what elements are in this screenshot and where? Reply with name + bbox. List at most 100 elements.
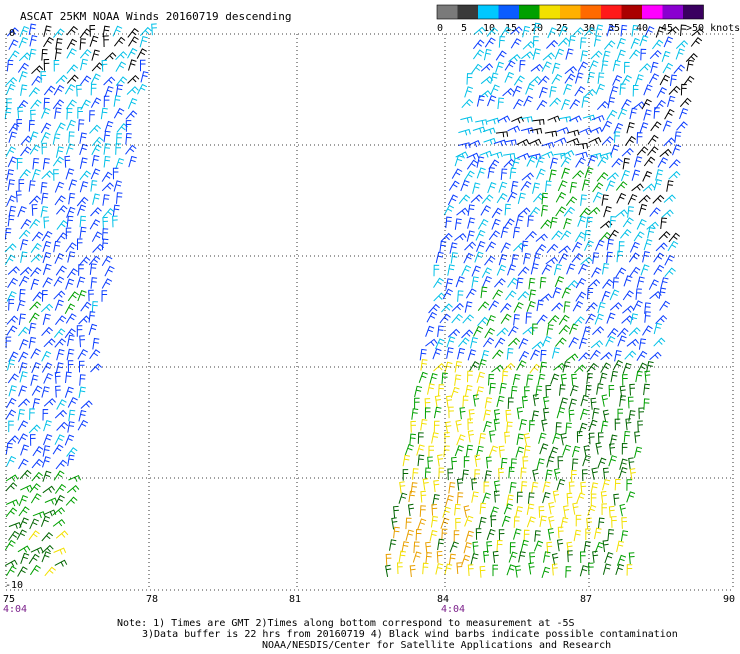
- wind-barb: [18, 52, 31, 62]
- wind-barb: [558, 253, 569, 264]
- wind-barb: [606, 172, 619, 181]
- wind-barb: [621, 147, 634, 157]
- wind-barb: [479, 502, 487, 515]
- wind-barb: [572, 27, 585, 37]
- wind-barb: [483, 420, 492, 433]
- wind-barb: [661, 50, 671, 63]
- wind-barb: [28, 530, 40, 541]
- wind-barb: [603, 205, 612, 218]
- wind-barb: [498, 181, 508, 193]
- wind-barb: [571, 470, 577, 482]
- wind-barb: [594, 313, 604, 325]
- pass-time-right: 4:04: [441, 604, 465, 615]
- wind-barb: [555, 206, 567, 217]
- wind-barb: [65, 242, 77, 253]
- wind-barb: [8, 420, 14, 433]
- wind-barb: [428, 303, 440, 314]
- wind-barb: [521, 396, 528, 409]
- wind-barb: [616, 554, 627, 566]
- wind-barb: [648, 73, 660, 84]
- wind-barb: [476, 95, 485, 107]
- wind-barb: [500, 242, 511, 253]
- wind-barb: [472, 541, 479, 554]
- wind-barb: [602, 50, 611, 63]
- wind-barb: [620, 228, 632, 239]
- wind-barb: [533, 540, 544, 552]
- wind-barb: [629, 49, 641, 60]
- wind-barb: [513, 314, 520, 326]
- wind-barb: [507, 264, 516, 276]
- wind-barb: [68, 192, 76, 205]
- wind-barb: [385, 553, 392, 566]
- legend-swatch: [437, 5, 458, 19]
- wind-barb: [458, 337, 470, 348]
- wind-barb: [475, 528, 482, 540]
- legend-swatch: [560, 5, 581, 19]
- wind-barb: [578, 352, 591, 362]
- wind-barb: [549, 169, 557, 181]
- wind-barb: [30, 99, 42, 110]
- wind-barb: [628, 410, 636, 422]
- wind-barb: [609, 302, 623, 311]
- wind-barb: [508, 551, 518, 563]
- wind-barb: [41, 170, 54, 180]
- wind-barb: [539, 443, 549, 455]
- wind-barb: [472, 394, 480, 407]
- wind-barb: [101, 59, 108, 72]
- wind-barb: [433, 362, 446, 372]
- wind-barb: [588, 206, 601, 216]
- wind-barb: [65, 99, 77, 110]
- wind-barb: [43, 398, 56, 407]
- wind-barb: [599, 231, 612, 242]
- wind-barb: [617, 335, 627, 347]
- wind-barb: [541, 204, 549, 217]
- wind-barb: [489, 506, 499, 518]
- wind-barb: [68, 131, 75, 143]
- wind-barb: [20, 484, 33, 492]
- wind-barb: [628, 457, 635, 470]
- wind-barb: [441, 528, 448, 541]
- wind-barb: [449, 541, 459, 553]
- wind-barb: [5, 499, 19, 507]
- wind-barb: [504, 71, 514, 83]
- wind-barb: [482, 492, 491, 504]
- wind-barb: [586, 302, 598, 312]
- x-tick-label-87: 87: [580, 594, 592, 605]
- wind-barb: [535, 156, 545, 168]
- wind-barb: [586, 517, 593, 530]
- wind-barb: [455, 419, 462, 433]
- wind-barb: [579, 565, 589, 577]
- wind-barb: [128, 36, 139, 47]
- wind-barb: [618, 466, 628, 479]
- wind-barb: [508, 54, 521, 62]
- wind-barb: [508, 337, 521, 347]
- wind-barb: [608, 505, 615, 518]
- wind-barb: [6, 59, 14, 72]
- wind-barb: [588, 432, 595, 445]
- x-tick-label-81: 81: [289, 594, 301, 605]
- wind-barb: [101, 238, 109, 251]
- wind-barb: [588, 137, 602, 145]
- wind-barb: [28, 553, 40, 565]
- wind-barb: [54, 559, 68, 567]
- wind-barb: [652, 194, 665, 204]
- wind-barb: [90, 363, 103, 373]
- wind-barb: [580, 194, 587, 206]
- wind-barb: [529, 363, 541, 374]
- wind-barb: [575, 151, 588, 159]
- wind-barb: [660, 277, 669, 289]
- wind-barb: [18, 398, 31, 408]
- wind-barb: [101, 290, 108, 302]
- wind-barb: [76, 84, 82, 97]
- wind-barb: [90, 97, 102, 108]
- wind-barb: [481, 349, 490, 362]
- wind-barb: [653, 322, 662, 335]
- wind-barb: [5, 507, 18, 518]
- wind-barb: [549, 446, 559, 458]
- wind-barb: [537, 373, 546, 386]
- wind-barb: [92, 193, 101, 205]
- wind-barb: [79, 143, 88, 156]
- wind-barb: [560, 230, 572, 241]
- wind-barb: [642, 183, 656, 192]
- wind-barb: [541, 566, 551, 579]
